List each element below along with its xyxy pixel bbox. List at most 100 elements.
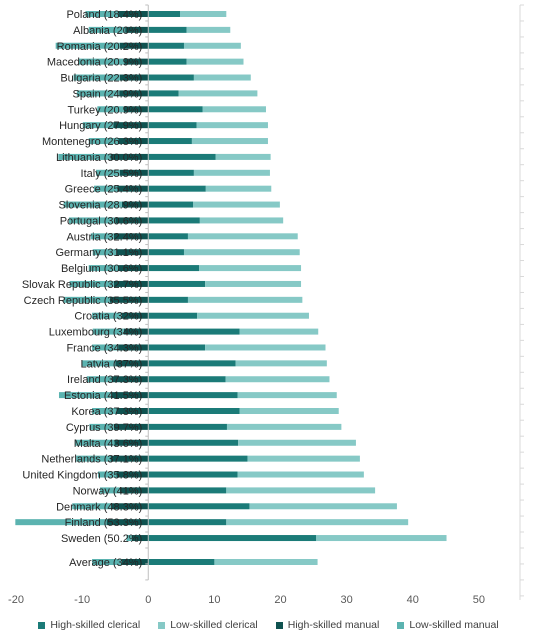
bar-3-27 — [113, 423, 149, 430]
x-tick-label: 10 — [208, 594, 220, 606]
bar-3-2 — [125, 26, 149, 33]
bar-1-28 — [148, 439, 239, 446]
bar-3-15 — [113, 233, 149, 240]
bar-4-22 — [92, 344, 119, 351]
bar-3-22 — [118, 344, 149, 351]
bar-1-32 — [148, 503, 250, 510]
bar-1-21 — [148, 328, 240, 335]
bar-4-1 — [85, 11, 119, 17]
bar-3-24 — [111, 376, 149, 383]
category-label: Albania (20%) — [73, 25, 142, 37]
bar-4-20 — [92, 312, 122, 319]
category-labels-group: Poland (18.4%) Albania (20%) Romania (20.2… — [22, 9, 142, 569]
legend-swatch — [158, 621, 166, 629]
bar-1-29 — [148, 455, 248, 462]
category-label: Turkey (20.9%) — [67, 104, 142, 116]
bar-1-30 — [148, 471, 238, 478]
bar-2-16 — [183, 249, 300, 256]
category-label: Average (34%) — [69, 557, 142, 569]
category-label: Czech Republic (35.5%) — [24, 295, 143, 307]
bar-3-5 — [119, 74, 149, 81]
bar-2-33 — [226, 519, 409, 526]
bar-2-23 — [235, 360, 327, 367]
category-label: Spain (24.9%) — [73, 88, 143, 100]
bar-3-1 — [118, 11, 149, 17]
bar-1-10 — [148, 153, 216, 160]
bar-4-33 — [15, 519, 107, 526]
bar-4-15 — [90, 233, 114, 240]
bar-4-3 — [55, 42, 120, 49]
category-label: United Kingdom (35.8%) — [22, 470, 142, 482]
bar-4-4 — [78, 58, 125, 65]
bar-4-25 — [58, 392, 112, 399]
bar-2-19 — [187, 296, 303, 303]
category-label: Denmark (48.3%) — [56, 501, 142, 513]
bar-4-10 — [58, 153, 111, 160]
bar-2-25 — [237, 392, 337, 399]
bar-3-20 — [121, 312, 149, 319]
category-label: Estonia (41.5%) — [64, 390, 142, 402]
category-label: Portugal (30.6%) — [60, 215, 143, 227]
bar-1-25 — [148, 392, 238, 399]
bar-1-13 — [148, 201, 194, 208]
bar-2-2 — [186, 26, 231, 33]
bar-4-26 — [92, 408, 117, 414]
bar-3-19 — [109, 296, 149, 303]
x-tick-label: 0 — [145, 594, 151, 606]
bar-1-6 — [148, 90, 179, 97]
bar-3-26 — [116, 408, 149, 414]
category-label: Malta (43.6%) — [74, 438, 142, 450]
bar-1-33 — [148, 519, 227, 526]
bar-1-35 — [148, 559, 215, 565]
legend-label: High-skilled manual — [287, 619, 380, 631]
legend-label: Low-skilled manual — [409, 619, 499, 631]
x-tick-label: -20 — [8, 594, 24, 606]
bar-2-6 — [178, 90, 258, 97]
bar-2-1 — [180, 11, 227, 17]
legend-swatch — [38, 621, 46, 629]
bar-4-31 — [99, 487, 120, 494]
bar-2-29 — [247, 455, 360, 462]
category-label: Greece (25.4%) — [65, 184, 143, 196]
bar-4-8 — [82, 122, 114, 129]
category-label: Norway (41%) — [73, 485, 143, 497]
bar-3-4 — [124, 58, 149, 65]
bar-3-29 — [110, 455, 149, 462]
category-label: Poland (18.4%) — [66, 9, 142, 21]
category-label: Macedonia (20.9%) — [47, 57, 142, 69]
bar-2-26 — [239, 408, 339, 414]
category-label: Finland (53.3%) — [65, 517, 143, 529]
bar-2-20 — [197, 312, 309, 319]
bar-4-9 — [88, 138, 119, 145]
x-tick-label: 50 — [473, 594, 485, 606]
bar-1-14 — [148, 217, 200, 224]
bar-3-14 — [115, 217, 149, 224]
category-label: Slovak Republic (32.7%) — [22, 279, 142, 291]
bar-2-3 — [183, 42, 241, 49]
bar-1-20 — [148, 312, 198, 319]
category-label: Italy (25.5%) — [81, 168, 143, 180]
bar-1-12 — [148, 185, 206, 192]
bar-1-16 — [148, 249, 184, 256]
bar-2-10 — [215, 153, 271, 160]
bar-4-27 — [89, 423, 114, 430]
bar-2-30 — [237, 471, 364, 478]
bar-1-2 — [148, 26, 187, 33]
bar-2-21 — [239, 328, 319, 335]
category-label: Germany (31.1%) — [55, 247, 142, 259]
bar-3-8 — [113, 122, 149, 129]
bar-3-32 — [111, 503, 149, 510]
bar-3-17 — [118, 265, 149, 272]
bar-1-17 — [148, 265, 200, 272]
legend: High-skilled clerical Low-skilled clerica… — [0, 615, 537, 635]
bar-3-23 — [115, 360, 149, 367]
bar-3-16 — [116, 249, 149, 256]
bar-1-26 — [148, 408, 240, 414]
bar-4-34 — [126, 535, 132, 542]
bar-3-31 — [119, 487, 149, 494]
category-label: Slovenia (28.9%) — [58, 200, 142, 212]
x-tick-label: 20 — [274, 594, 286, 606]
bar-4-19 — [63, 296, 110, 303]
legend-swatch — [397, 621, 405, 629]
